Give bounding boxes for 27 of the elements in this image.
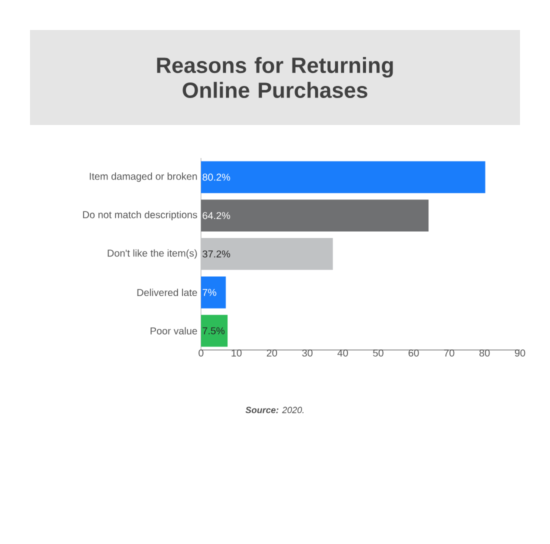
x-tick-label: 80 bbox=[479, 350, 490, 357]
text: Source: 2020. bbox=[246, 406, 304, 414]
bar bbox=[201, 314, 228, 347]
chart-title: Reasons for Returning Online Purchases bbox=[157, 56, 393, 98]
data-label: 7% bbox=[202, 288, 216, 296]
x-tick-label: 90 bbox=[514, 350, 526, 357]
data-label: 7.5% bbox=[202, 327, 225, 334]
bar bbox=[201, 276, 226, 308]
y-tick-label: Do not match descriptions bbox=[83, 210, 198, 220]
bar bbox=[201, 200, 429, 232]
x-tick-label: 40 bbox=[337, 350, 348, 357]
data-label: 64.2% bbox=[202, 212, 230, 220]
data-label: 37.2% bbox=[202, 250, 230, 258]
x-tick-label: 70 bbox=[444, 350, 454, 357]
x-tick-label: 20 bbox=[266, 350, 278, 357]
bar bbox=[201, 238, 333, 270]
x-tick-label: 50 bbox=[373, 350, 384, 357]
y-tick-label: Don't like the item(s) bbox=[108, 249, 197, 259]
x-tick-label: 10 bbox=[232, 350, 242, 357]
y-tick-label: Delivered late bbox=[137, 288, 198, 296]
y-tick-label: Item damaged or broken bbox=[90, 172, 197, 182]
x-tick-label: 0 bbox=[198, 350, 204, 357]
x-tick-label: 60 bbox=[408, 350, 419, 357]
x-tick-label: 30 bbox=[302, 350, 312, 357]
y-tick-label: Poor value bbox=[150, 327, 198, 334]
bar bbox=[201, 161, 486, 194]
data-label: 80.2% bbox=[202, 174, 230, 181]
